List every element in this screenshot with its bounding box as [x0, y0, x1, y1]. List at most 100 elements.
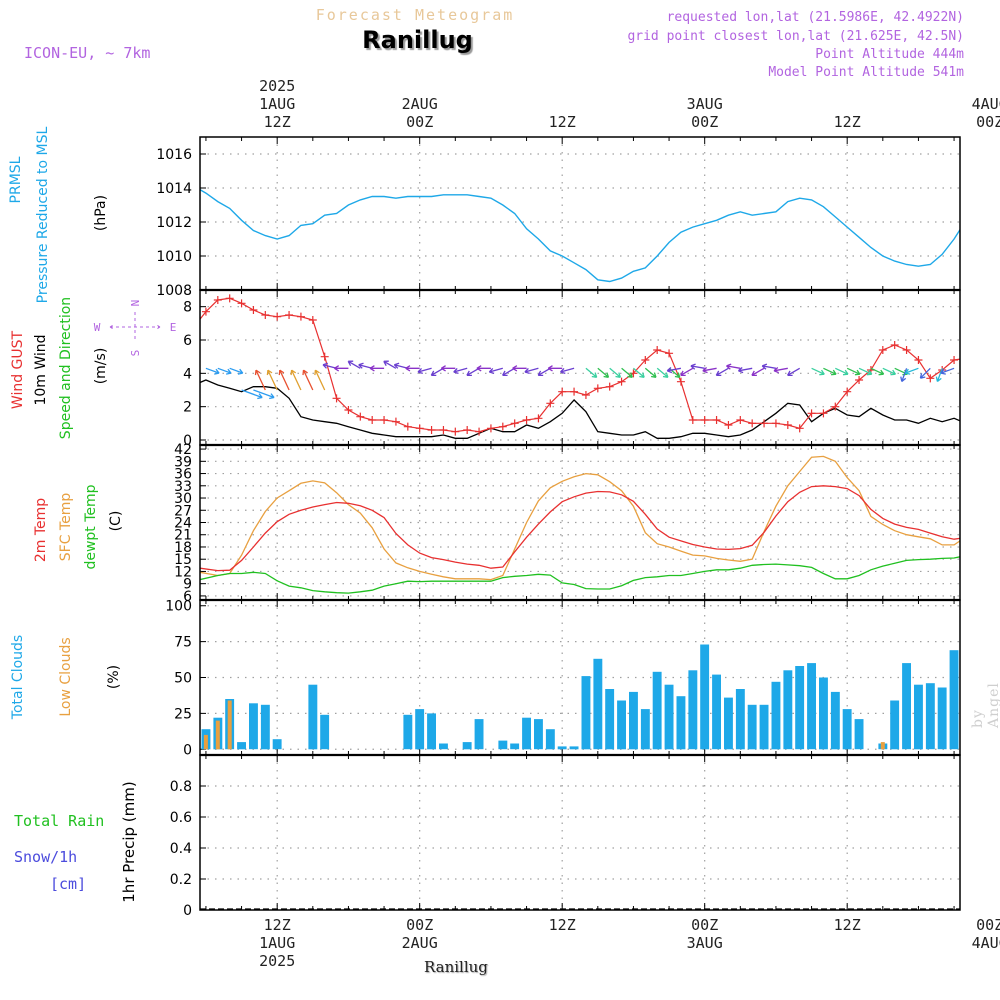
wind-ytick-label: 6 — [183, 333, 192, 349]
wind-gust-marker — [700, 416, 709, 424]
top-axis-label: 4AUG — [972, 95, 1000, 113]
total-cloud-bar — [498, 740, 508, 750]
temperature-ytick-label: 6 — [183, 589, 192, 605]
wind-direction-arrow — [229, 367, 244, 375]
sfc-temp-line — [200, 455, 960, 581]
wind-ytick-label: 0 — [183, 433, 192, 449]
wind-gust-marker — [498, 422, 507, 431]
wind-direction-arrow — [751, 367, 765, 377]
total-cloud-bar — [949, 650, 959, 750]
wind-gust-marker — [878, 346, 887, 354]
model-altitude: Model Point Altitude 541m — [768, 65, 964, 80]
clouds-ytick-label: 100 — [165, 599, 192, 615]
wind-direction-arrow — [597, 367, 610, 378]
wind-direction-arrow — [621, 367, 633, 378]
precip-axis-label: 1hr Precip (mm) — [120, 781, 138, 902]
wind-direction-arrow — [904, 367, 919, 375]
wind-gust-marker — [641, 356, 650, 364]
wind-gust-marker — [902, 346, 911, 354]
total-cloud-bar — [795, 666, 805, 750]
wind-direction-arrow — [632, 367, 645, 378]
low-cloud-bar — [976, 744, 980, 750]
footer-station: Ranillug — [424, 958, 488, 976]
wind-direction-arrow — [609, 367, 622, 378]
temperature-ytick-label: 9 — [183, 577, 192, 593]
wind-gust-marker — [451, 427, 460, 436]
wind-frame — [199, 289, 961, 446]
precip-label-snow: Snow/1h — [14, 848, 77, 866]
wind-gust-marker — [724, 421, 733, 429]
total-cloud-bar — [688, 670, 698, 750]
watermark: by Angel — [970, 682, 1000, 728]
temperature-ytick-label: 39 — [174, 454, 192, 470]
total-cloud-bar — [439, 743, 448, 750]
wind-direction-arrow — [858, 367, 873, 376]
bottom-axis-label: 4AUG — [972, 934, 1000, 952]
wind-gust-marker — [819, 409, 828, 418]
wind-gust-marker — [807, 409, 816, 418]
pressure-ytick-label: 1010 — [156, 249, 192, 265]
wind-direction-arrow — [900, 368, 908, 383]
total-cloud-bar — [427, 713, 436, 750]
wind-direction-arrow — [846, 367, 861, 376]
wind-gust-marker — [427, 426, 436, 434]
wind-direction-arrow — [417, 367, 432, 375]
cloud-label-low: Low Clouds — [58, 637, 74, 716]
cloud-unit: (%) — [106, 665, 122, 689]
temperature-ytick-label: 30 — [174, 491, 192, 507]
wind-gust-marker — [356, 412, 365, 421]
wind-direction-arrow — [870, 367, 885, 376]
wind-direction-arrow — [935, 368, 943, 383]
clouds-ytick-label: 25 — [174, 706, 192, 722]
cloud-label-total: Total Clouds — [10, 635, 26, 720]
total-cloud-bar — [676, 696, 686, 750]
total-cloud-bar — [545, 729, 555, 750]
wind-direction-arrow — [547, 365, 563, 372]
wind-direction-arrow — [835, 367, 849, 376]
temperature-ytick-label: 12 — [174, 564, 192, 580]
precip-label-cm: [cm] — [50, 875, 86, 893]
pressure-ytick-label: 1012 — [156, 215, 192, 231]
wind-gust-marker — [368, 416, 377, 424]
station-name: Ranillug — [362, 26, 473, 54]
bottom-axis-label: 00Z — [691, 916, 718, 934]
total-cloud-bar — [664, 684, 674, 750]
wind-ytick-label: 8 — [183, 300, 192, 316]
wind-gust-marker — [748, 419, 757, 428]
wind-10m-line — [200, 379, 960, 439]
wind-direction-arrow — [726, 363, 741, 370]
wind-gust-marker — [225, 294, 234, 303]
wind-direction-arrow — [761, 363, 777, 370]
temp-label-2m: 2m Temp — [33, 498, 49, 562]
wind-direction-arrow — [773, 367, 788, 374]
total-cloud-bar — [534, 719, 543, 750]
temperature-ytick-label: 18 — [174, 540, 192, 556]
wind-direction-arrow — [217, 367, 232, 375]
precip-ytick-label: 0.4 — [170, 841, 192, 857]
t2m-line — [200, 485, 960, 572]
compass-cross — [109, 312, 161, 342]
wind-direction-arrow — [560, 367, 575, 375]
wind-direction-arrow — [430, 367, 444, 377]
wind-label-gust: Wind GUST — [10, 330, 26, 409]
top-axis-label: 00Z — [976, 113, 1000, 131]
total-cloud-bar — [605, 689, 615, 750]
wind-direction-arrow — [241, 389, 263, 400]
total-cloud-bar — [569, 746, 579, 750]
wind-direction-arrow — [405, 365, 420, 372]
total-cloud-bar — [522, 717, 531, 750]
wind-gust-marker — [380, 416, 389, 424]
total-cloud-bar — [819, 677, 828, 750]
total-cloud-bar — [617, 700, 626, 750]
wind-gust-marker — [201, 307, 210, 316]
temp-label-sfc: SFC Temp — [58, 493, 74, 562]
temp-unit: (C) — [108, 511, 124, 532]
wind-gust-marker — [783, 421, 792, 429]
wind-gust-marker — [653, 346, 662, 354]
wind-direction-arrow — [476, 365, 491, 372]
wind-gust-marker — [213, 296, 222, 304]
wind-gust-marker — [285, 311, 294, 319]
total-cloud-bar — [272, 739, 282, 750]
top-axis-label: 2025 — [259, 77, 295, 95]
rain-bar — [981, 907, 987, 910]
